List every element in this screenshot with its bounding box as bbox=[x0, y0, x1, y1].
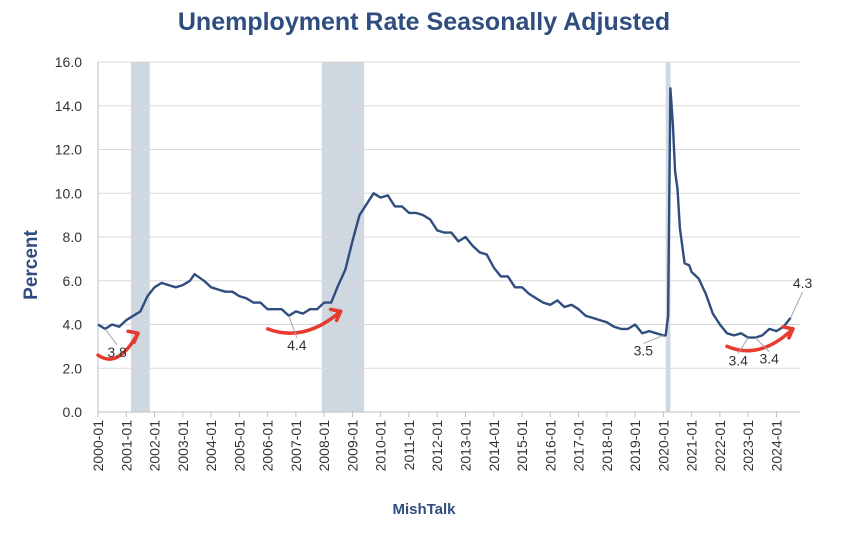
annotation-label: 4.4 bbox=[287, 337, 307, 353]
y-tick-label: 6.0 bbox=[63, 273, 83, 289]
x-tick-label: 2001-01 bbox=[118, 420, 134, 472]
x-tick-label: 2024-01 bbox=[768, 420, 784, 472]
series-line bbox=[97, 87, 792, 339]
x-tick-label: 2012-01 bbox=[429, 420, 445, 472]
x-tick-label: 2019-01 bbox=[627, 420, 643, 472]
y-tick-label: 12.0 bbox=[55, 142, 82, 158]
x-tick-label: 2011-01 bbox=[401, 420, 417, 471]
annotation-leader bbox=[104, 328, 118, 346]
red-arrow bbox=[725, 327, 795, 353]
x-tick-label: 2023-01 bbox=[740, 420, 756, 472]
chart-title: Unemployment Rate Seasonally Adjusted bbox=[177, 8, 671, 36]
red-arrow bbox=[265, 309, 343, 335]
x-tick-label: 2004-01 bbox=[203, 420, 219, 472]
annotation-leader bbox=[737, 337, 749, 354]
red-arrow-head bbox=[126, 329, 140, 344]
x-tick-label: 2016-01 bbox=[542, 420, 558, 472]
annotation-label: 3.4 bbox=[760, 351, 780, 367]
annotation-label: 3.8 bbox=[107, 344, 127, 360]
x-tick-label: 2015-01 bbox=[514, 420, 530, 472]
x-tick-label: 2017-01 bbox=[571, 420, 587, 472]
x-tick-label: 2013-01 bbox=[457, 420, 473, 472]
y-tick-label: 8.0 bbox=[63, 229, 83, 245]
annotation-leader bbox=[754, 337, 770, 352]
y-axis-label: Percent bbox=[21, 229, 42, 299]
annotation-leader bbox=[790, 291, 804, 319]
x-tick-label: 2003-01 bbox=[175, 420, 191, 472]
x-tick-label: 2022-01 bbox=[712, 420, 728, 472]
x-tick-label: 2000-01 bbox=[90, 420, 106, 472]
x-tick-label: 2005-01 bbox=[231, 420, 247, 472]
y-tick-label: 10.0 bbox=[55, 185, 82, 201]
red-arrow-head bbox=[781, 325, 795, 340]
y-tick-label: 16.0 bbox=[55, 54, 82, 70]
x-tick-label: 2009-01 bbox=[344, 420, 360, 472]
annotation-leader bbox=[643, 334, 664, 344]
annotation-label: 3.4 bbox=[728, 353, 748, 369]
y-tick-label: 2.0 bbox=[63, 360, 83, 376]
red-arrow-head bbox=[328, 307, 343, 323]
x-tick-label: 2007-01 bbox=[288, 420, 304, 472]
annotation-label: 3.5 bbox=[634, 342, 654, 358]
x-tick-label: 2018-01 bbox=[599, 420, 615, 472]
x-tick-label: 2021-01 bbox=[684, 420, 700, 472]
x-tick-label: 2010-01 bbox=[373, 420, 389, 472]
y-tick-label: 4.0 bbox=[63, 317, 83, 333]
x-tick-label: 2020-01 bbox=[655, 420, 671, 472]
annotation-label: 4.3 bbox=[793, 275, 813, 291]
x-tick-label: 2006-01 bbox=[260, 420, 276, 472]
x-tick-label: 2002-01 bbox=[147, 420, 163, 472]
y-tick-label: 0.0 bbox=[63, 404, 83, 420]
y-tick-label: 14.0 bbox=[55, 98, 82, 114]
x-tick-label: 2008-01 bbox=[316, 420, 332, 472]
x-tick-label: 2014-01 bbox=[486, 420, 502, 472]
annotation-leader bbox=[288, 315, 298, 338]
x-axis-label: MishTalk bbox=[392, 501, 456, 518]
